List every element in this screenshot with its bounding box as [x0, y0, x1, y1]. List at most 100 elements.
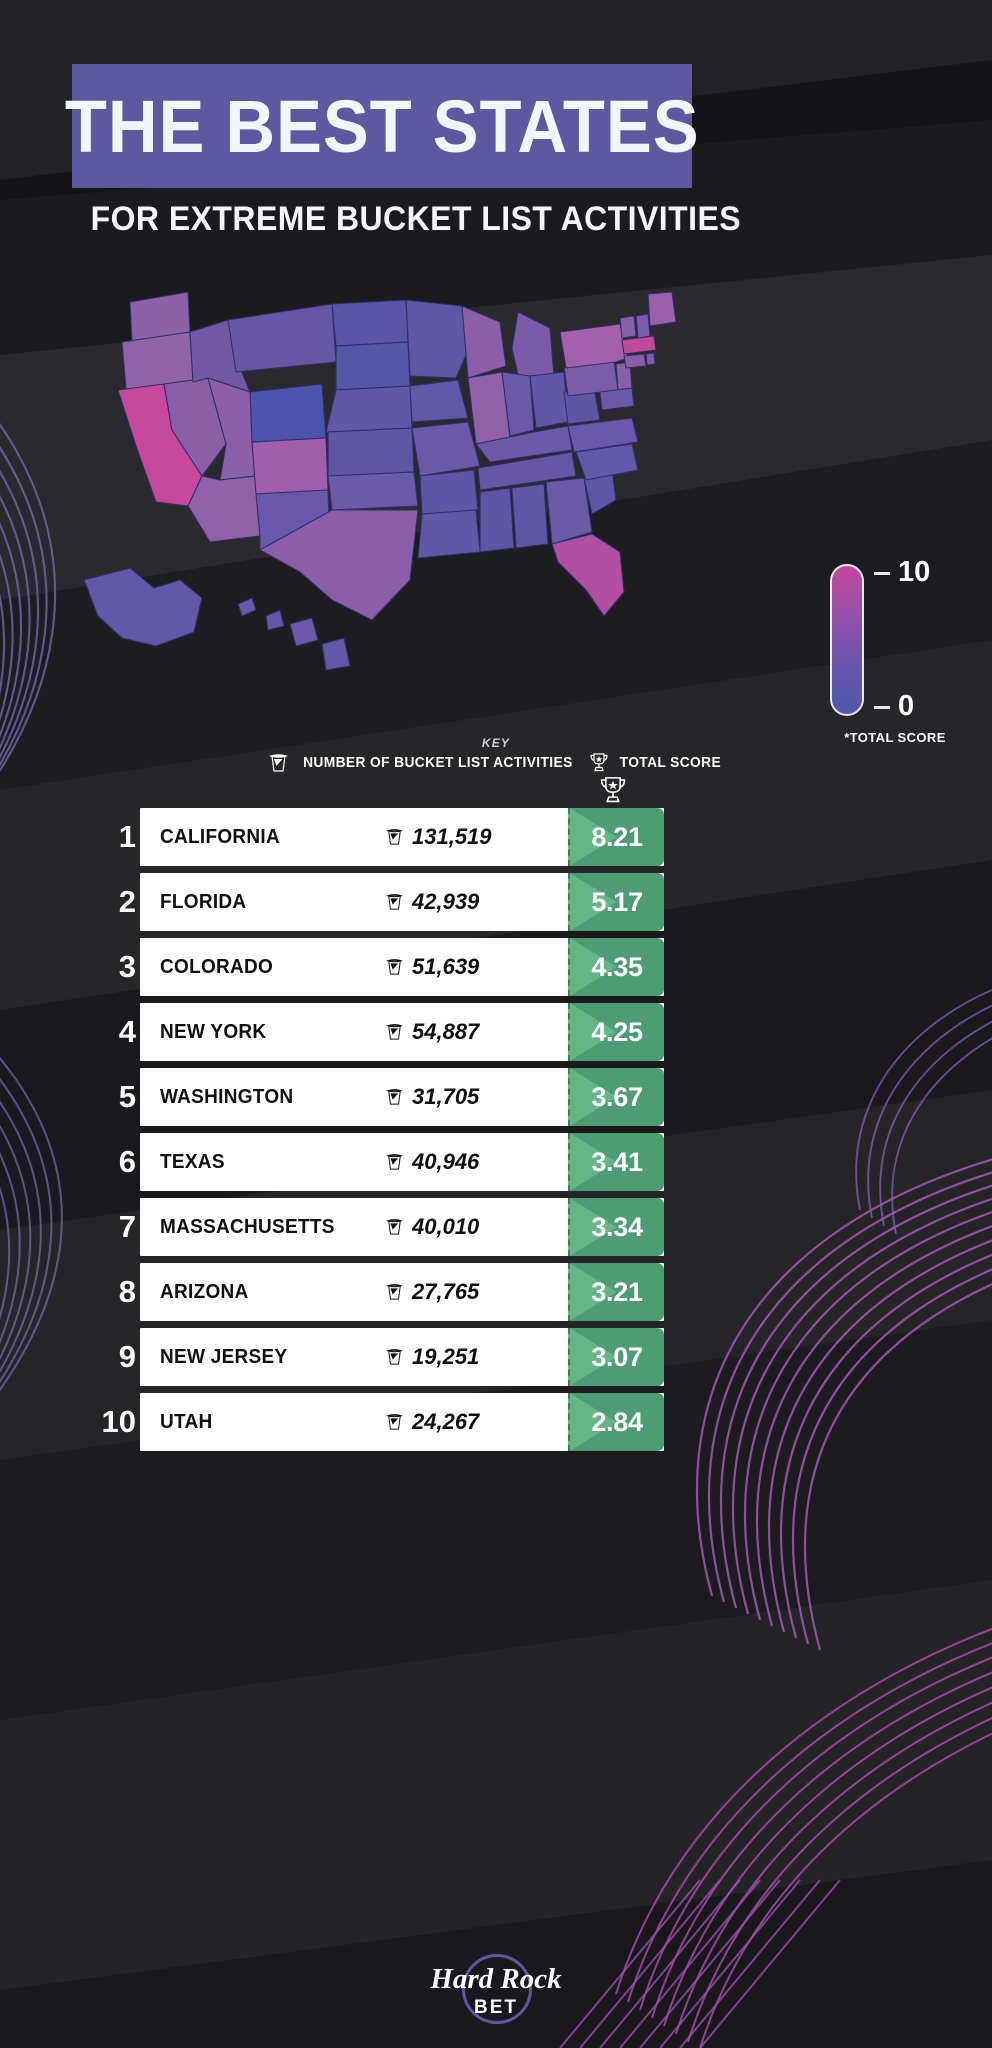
row-count-cell: 51,639 — [386, 954, 479, 980]
state-NC — [575, 443, 639, 481]
state-AR — [419, 469, 479, 515]
state-FL — [551, 533, 625, 617]
table-row[interactable]: 8 ARIZONA 27,765 3.21 — [98, 1263, 664, 1321]
state-OH — [529, 371, 569, 429]
row-body: COLORADO 51,639 4.35 — [140, 938, 664, 996]
state-MT — [227, 303, 337, 373]
row-count: 24,267 — [412, 1409, 480, 1434]
bucket-icon — [386, 1089, 403, 1105]
bucket-icon — [268, 753, 288, 772]
bucket-icon — [386, 1414, 403, 1430]
row-count-cell: 131,519 — [386, 824, 492, 850]
table-row[interactable]: 1 CALIFORNIA 131,519 8.21 — [98, 808, 664, 866]
row-count-cell: 40,946 — [386, 1149, 479, 1175]
row-state: ARIZONA — [160, 1280, 249, 1303]
state-HI2 — [265, 609, 285, 631]
trophy-icon — [600, 777, 626, 803]
state-HI — [237, 597, 257, 617]
table-row[interactable]: 6 TEXAS 40,946 3.41 — [98, 1133, 664, 1191]
row-score: 2.84 — [591, 1406, 643, 1437]
row-score-badge: 8.21 — [568, 808, 664, 866]
row-count-cell: 27,765 — [386, 1279, 479, 1305]
row-score: 3.67 — [591, 1081, 643, 1112]
state-VT — [619, 315, 637, 339]
table-row[interactable]: 5 WASHINGTON 31,705 3.67 — [98, 1068, 664, 1126]
row-body: NEW YORK 54,887 4.25 — [140, 1003, 664, 1061]
score-color-scale: 10 0 *TOTAL SCORE — [820, 556, 985, 750]
row-state: CALIFORNIA — [160, 825, 281, 848]
row-score: 3.41 — [591, 1146, 643, 1177]
state-IA — [409, 379, 469, 423]
row-count-cell: 54,887 — [386, 1019, 479, 1045]
row-score-badge: 3.07 — [568, 1328, 664, 1386]
state-GA — [545, 477, 593, 545]
table-row[interactable]: 4 NEW YORK 54,887 4.25 — [98, 1003, 664, 1061]
state-TX — [259, 509, 419, 621]
page-title: THE BEST STATES — [64, 84, 700, 168]
row-rank: 3 — [118, 949, 136, 984]
row-state: NEW YORK — [160, 1020, 267, 1043]
row-body: FLORIDA 42,939 5.17 — [140, 873, 664, 931]
row-state: NEW JERSEY — [160, 1345, 288, 1368]
bucket-icon — [386, 959, 403, 975]
state-CO — [251, 437, 329, 495]
row-score: 3.07 — [591, 1341, 643, 1372]
row-score: 4.35 — [591, 951, 643, 982]
row-count: 27,765 — [412, 1279, 480, 1304]
row-score-badge: 3.21 — [568, 1263, 664, 1321]
row-count: 19,251 — [412, 1344, 480, 1369]
map-svg — [83, 291, 677, 671]
state-KY — [475, 425, 573, 463]
row-rank: 5 — [118, 1079, 136, 1114]
row-count-cell: 42,939 — [386, 889, 479, 915]
key-heading: KEY — [481, 736, 511, 750]
trophy-icon — [589, 753, 608, 772]
row-score-badge: 4.25 — [568, 1003, 664, 1061]
state-HI3 — [289, 617, 319, 647]
state-VA — [567, 417, 639, 453]
row-state: COLORADO — [160, 955, 274, 978]
row-score-badge: 4.35 — [568, 938, 664, 996]
state-MD — [599, 387, 635, 411]
row-body: CALIFORNIA 131,519 8.21 — [140, 808, 664, 866]
state-TN — [477, 451, 577, 491]
row-body: WASHINGTON 31,705 3.67 — [140, 1068, 664, 1126]
row-count-cell: 31,705 — [386, 1084, 479, 1110]
table-row[interactable]: 3 COLORADO 51,639 4.35 — [98, 938, 664, 996]
us-choropleth-map — [60, 280, 740, 710]
row-body: TEXAS 40,946 3.41 — [140, 1133, 664, 1191]
row-count: 40,946 — [412, 1149, 480, 1174]
state-KS — [327, 427, 415, 477]
state-MO — [411, 421, 481, 477]
row-rank: 6 — [118, 1144, 136, 1179]
row-body: NEW JERSEY 19,251 3.07 — [140, 1328, 664, 1386]
bucket-icon — [386, 829, 403, 845]
bucket-icon — [386, 1284, 403, 1300]
row-score: 8.21 — [591, 821, 643, 852]
state-MN — [405, 299, 471, 379]
scale-gradient-bar — [830, 564, 864, 716]
table-row[interactable]: 10 UTAH 24,267 2.84 — [98, 1393, 664, 1451]
state-CT — [623, 353, 647, 369]
title-banner: THE BEST STATES — [65, 64, 698, 188]
state-RI — [645, 352, 656, 366]
row-score: 5.17 — [591, 886, 643, 917]
row-score: 4.25 — [591, 1016, 643, 1047]
row-count: 51,639 — [412, 954, 480, 979]
bucket-icon — [386, 1219, 403, 1235]
row-score-badge: 3.34 — [568, 1198, 664, 1256]
row-state: MASSACHUSETTS — [160, 1215, 335, 1238]
state-HI4 — [321, 637, 351, 671]
state-MS — [479, 487, 515, 553]
table-row[interactable]: 9 NEW JERSEY 19,251 3.07 — [98, 1328, 664, 1386]
state-LA — [417, 509, 481, 559]
logo-wordmark: Hard Rock — [430, 1963, 562, 1995]
state-SD — [335, 341, 411, 391]
row-body: ARIZONA 27,765 3.21 — [140, 1263, 664, 1321]
scale-tick-max — [874, 572, 890, 575]
bucket-icon — [386, 1349, 403, 1365]
row-state: UTAH — [160, 1410, 213, 1433]
row-body: MASSACHUSETTS 40,010 3.34 — [140, 1198, 664, 1256]
table-row[interactable]: 2 FLORIDA 42,939 5.17 — [98, 873, 664, 931]
table-row[interactable]: 7 MASSACHUSETTS 40,010 3.34 — [98, 1198, 664, 1256]
